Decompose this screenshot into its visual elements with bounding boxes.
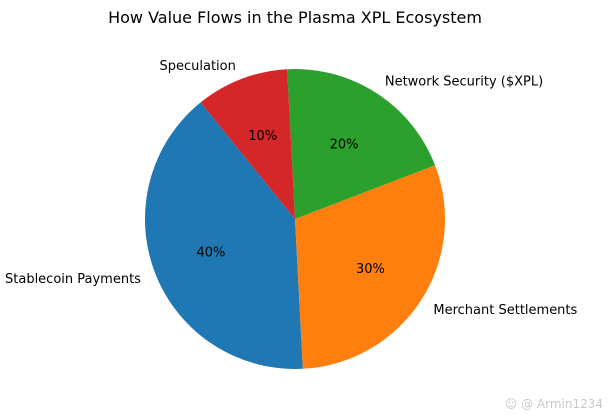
chart-title: How Value Flows in the Plasma XPL Ecosys… — [108, 8, 482, 27]
watermark-icon: ☺ @ — [504, 397, 537, 411]
pie-pct-label-3: 10% — [248, 129, 277, 144]
pie-category-label-0: Stablecoin Payments — [5, 272, 141, 287]
pie-slice-3 — [200, 69, 295, 219]
pie-slice-1 — [295, 165, 446, 369]
pie-slice-2 — [287, 68, 436, 219]
pie-slices — [145, 68, 446, 370]
pie-labels: 40% Stablecoin Payments 30% Merchant Settle… — [5, 59, 578, 318]
pie-category-label-3: Speculation — [159, 59, 235, 74]
watermark: ☺ @ Armin1234 — [505, 397, 603, 411]
watermark-text: Armin1234 — [536, 397, 603, 411]
pie-category-label-2: Network Security ($XPL) — [385, 75, 543, 90]
pie-pct-label-0: 40% — [197, 245, 226, 260]
pie-pct-label-2: 20% — [330, 138, 359, 153]
pie-slice-0 — [145, 102, 303, 370]
pie-category-label-1: Merchant Settlements — [433, 303, 577, 318]
pie-pct-label-1: 30% — [356, 262, 385, 277]
